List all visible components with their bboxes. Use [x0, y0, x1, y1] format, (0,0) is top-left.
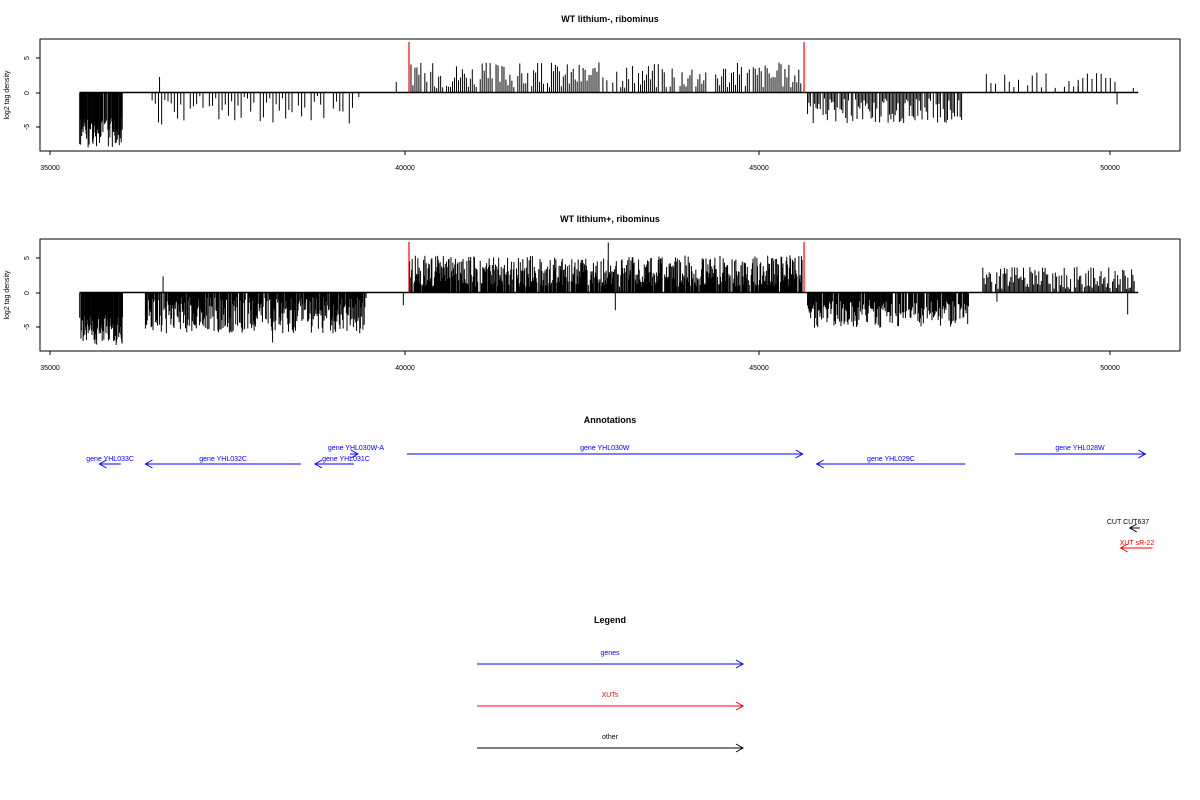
annotation-label: CUT CUT637	[1107, 519, 1149, 526]
annotation-label: gene YHL028W	[1055, 445, 1105, 452]
legend-arrow	[477, 659, 745, 669]
annotations-section: Annotations gene YHL033C gene YHL032Cgene…	[86, 415, 1155, 553]
legend-arrow	[477, 743, 745, 753]
y-axis: -5 0 5	[24, 256, 40, 330]
x-tick-label: 50000	[1100, 365, 1120, 372]
x-tick-label: 45000	[749, 165, 769, 172]
annotation-arrow	[313, 459, 354, 469]
legend-title: Legend	[594, 615, 626, 625]
legend-arrow	[477, 701, 745, 711]
y-tick-label: 5	[24, 256, 31, 260]
density-bars	[79, 242, 1139, 345]
y-axis-label: log2 tag density	[4, 270, 11, 320]
annotation-label: gene YHL032C	[199, 456, 247, 463]
y-tick-label: 0	[24, 91, 31, 95]
legend-section: Legend genes XUTs other	[477, 615, 745, 753]
y-tick-label: 0	[24, 291, 31, 295]
x-tick-label: 45000	[749, 365, 769, 372]
annotation-label: gene YHL029C	[867, 456, 915, 463]
annotation-arrow	[98, 459, 121, 469]
x-tick-label: 50000	[1100, 165, 1120, 172]
x-axis: 35000 40000 45000 50000	[40, 351, 1120, 372]
legend-label: XUTs	[602, 692, 619, 699]
annotations-title: Annotations	[584, 415, 637, 425]
annotation-label: XUT sR-22	[1120, 540, 1155, 547]
x-tick-label: 40000	[395, 365, 415, 372]
annotation-arrow	[406, 449, 804, 459]
plot-frame	[39, 38, 1181, 152]
annotation-label: gene YHL030W	[580, 445, 630, 452]
annotation-arrow	[1128, 523, 1140, 533]
annotation-label: gene YHL031C	[322, 456, 370, 463]
plot-frame	[39, 238, 1181, 352]
annotation-arrow	[1014, 449, 1147, 459]
y-tick-label: 5	[24, 56, 31, 60]
x-tick-label: 35000	[40, 165, 60, 172]
panel-lithium-plus: WT lithium+, ribominus log2 tag density …	[4, 214, 1181, 372]
annotation-arrow	[1119, 543, 1153, 553]
y-axis: -5 0 5	[24, 56, 40, 130]
y-axis-label: log2 tag density	[4, 70, 11, 120]
annotation-label: gene YHL033C	[86, 456, 134, 463]
x-axis: 35000 40000 45000 50000	[40, 151, 1120, 172]
chart-title: WT lithium+, ribominus	[560, 214, 660, 224]
annotation-arrow	[815, 459, 966, 469]
density-bars	[79, 42, 1139, 148]
legend-items: genes XUTs other	[477, 650, 745, 753]
annotation-features: gene YHL033C gene YHL032C gene YHL030W-A ge…	[86, 445, 1155, 553]
x-tick-label: 40000	[395, 165, 415, 172]
chart-title: WT lithium-, ribominus	[561, 14, 659, 24]
x-tick-label: 35000	[40, 365, 60, 372]
panel-lithium-minus: WT lithium-, ribominus log2 tag density …	[4, 14, 1181, 172]
legend-label: genes	[600, 650, 620, 657]
annotation-label: gene YHL030W-A	[328, 445, 384, 452]
y-tick-label: -5	[24, 324, 31, 330]
annotation-arrow	[349, 449, 359, 459]
annotation-arrow	[144, 459, 301, 469]
legend-label: other	[602, 734, 619, 741]
y-tick-label: -5	[24, 124, 31, 130]
